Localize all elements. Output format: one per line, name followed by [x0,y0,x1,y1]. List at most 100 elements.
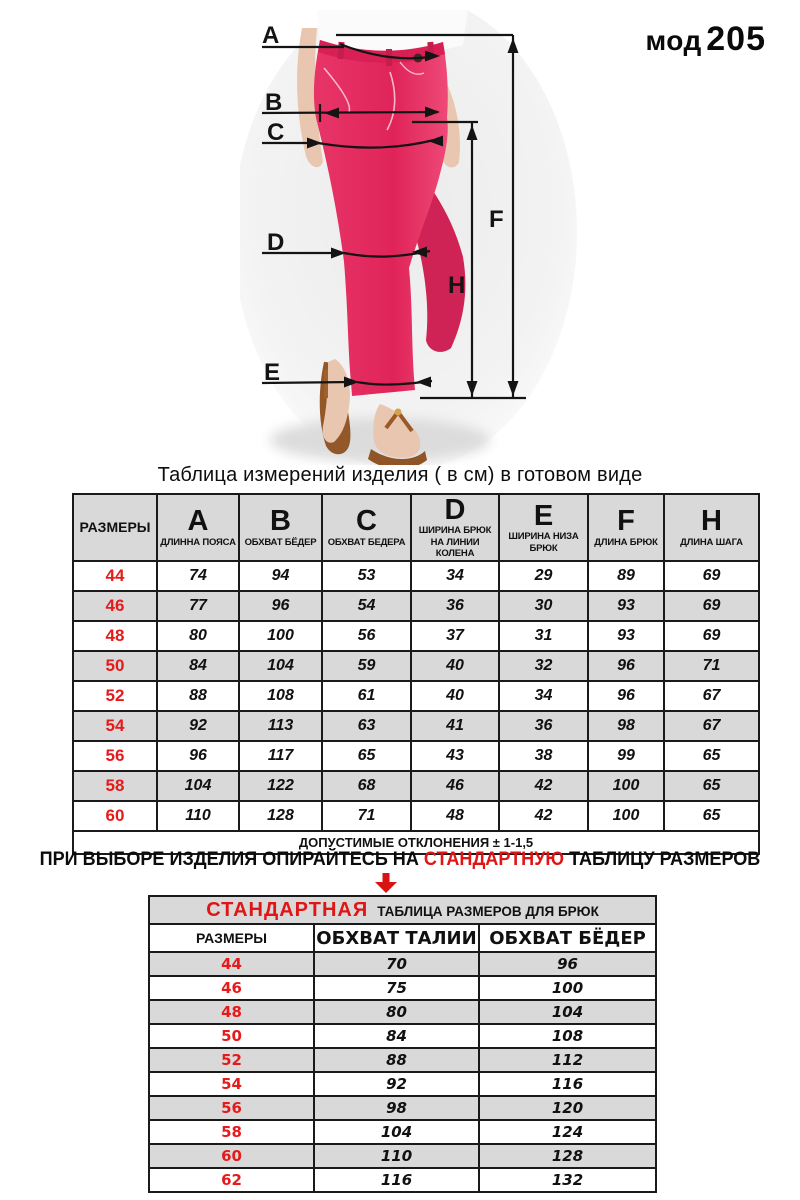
waist-cell: 110 [313,1143,480,1169]
hips-cell: 100 [477,975,658,1001]
sizes-column-header: РАЗМЕРЫ [72,493,158,562]
value-cell: 110 [156,799,240,832]
column-sublabel: ШИРИНА БРЮК НА ЛИНИИ КОЛЕНА [418,525,492,560]
size-cell: 54 [148,1071,315,1097]
model-label: мод 205 [645,20,766,59]
column-letter: A [187,505,209,538]
waist-cell: 116 [313,1167,480,1193]
size-cell: 46 [148,975,315,1001]
value-cell: 31 [498,619,589,652]
table-row: 62 116 132 [148,1167,658,1193]
standard-header-waist: ОБХВАТ ТАЛИИ [313,923,480,953]
standard-title-highlight: СТАНДАРТНАЯ [206,898,369,921]
column-letter: E [533,499,554,532]
table-row: 58 104 124 [148,1119,658,1145]
pants-measurement-diagram: A B C D E F H [240,10,577,465]
column-letter: H [701,505,722,538]
waist-cell: 98 [313,1095,480,1121]
waist-cell: 70 [313,951,480,977]
value-cell: 65 [663,799,760,832]
value-cell: 100 [238,619,323,652]
column-header-d: D ШИРИНА БРЮК НА ЛИНИИ КОЛЕНА [410,493,500,562]
size-cell: 56 [72,739,158,772]
value-cell: 63 [321,709,412,742]
waistband [318,40,445,63]
standard-header-sizes: РАЗМЕРЫ [148,923,315,953]
value-cell: 117 [238,739,323,772]
value-cell: 41 [410,709,500,742]
standard-table-body: 44 70 96 46 75 100 48 80 104 50 84 108 52 88 112 54 92 11… [148,951,658,1193]
advice-after: ТАБЛИЦУ РАЗМЕРОВ [564,849,761,870]
hips-cell: 124 [477,1119,658,1145]
size-cell: 46 [72,589,158,622]
hips-cell: 128 [477,1143,658,1169]
table-row: 50 84 104 59 40 32 96 71 [72,649,760,682]
column-header-e: E ШИРИНА НИЗА БРЮК [498,493,589,562]
advice-before: ПРИ ВЫБОРЕ ИЗДЕЛИЯ ОПИРАЙТЕСЬ НА [39,849,424,870]
measure-letter-c: C [267,119,284,146]
table-row: 60 110 128 71 48 42 100 65 [72,799,760,832]
column-header-a: A ДЛИННА ПОЯСА [156,493,240,562]
right-foot [373,404,421,458]
hips-cell: 116 [477,1071,658,1097]
value-cell: 77 [156,589,240,622]
value-cell: 69 [663,559,760,592]
table-row: 46 77 96 54 36 30 93 69 [72,589,760,622]
value-cell: 30 [498,589,589,622]
value-cell: 65 [663,769,760,802]
fly-stitch [386,71,396,131]
value-cell: 32 [498,649,589,682]
hips-cell: 132 [477,1167,658,1193]
value-cell: 56 [321,619,412,652]
column-letter: F [617,505,635,538]
front-leg-and-hips [313,40,448,396]
left-foot [322,359,350,443]
table-row: 48 80 104 [148,999,658,1025]
value-cell: 92 [156,709,240,742]
measurement-table-head-row: РАЗМЕРЫ A ДЛИННА ПОЯСА B ОБХВАТ БЁДЕР C ОБХВА… [72,493,760,562]
value-cell: 46 [410,769,500,802]
value-cell: 89 [587,559,665,592]
size-cell: 52 [148,1047,315,1073]
value-cell: 104 [238,649,323,682]
standard-title-rest: ТАБЛИЦА РАЗМЕРОВ ДЛЯ БРЮК [377,903,599,919]
measure-letter-d: D [267,229,284,256]
size-cell: 52 [72,679,158,712]
value-cell: 42 [498,799,589,832]
value-cell: 42 [498,769,589,802]
table-row: 46 75 100 [148,975,658,1001]
value-cell: 74 [156,559,240,592]
column-header-h: H ДЛИНА ШАГА [663,493,760,562]
measurement-lines [261,33,526,400]
value-cell: 48 [410,799,500,832]
hips-cell: 104 [477,999,658,1025]
table-row: 44 70 96 [148,951,658,977]
table-row: 44 74 94 53 34 29 89 69 [72,559,760,592]
waist-cell: 75 [313,975,480,1001]
column-header-c: C ОБХВАТ БЕДЕРА [321,493,412,562]
value-cell: 113 [238,709,323,742]
sandal-buckle [394,408,402,416]
waist-cell: 88 [313,1047,480,1073]
size-cell: 48 [72,619,158,652]
tolerance-note: ДОПУСТИМЫЕ ОТКЛОНЕНИЯ ± 1-1,5 [72,829,760,855]
measure-letter-f: F [489,206,504,233]
left-arm [297,28,323,168]
value-cell: 80 [156,619,240,652]
waist-cell: 104 [313,1119,480,1145]
waist-cell: 92 [313,1071,480,1097]
column-letter: B [270,505,291,538]
standard-table-head-row: РАЗМЕРЫ ОБХВАТ ТАЛИИ ОБХВАТ БЁДЕР [148,923,658,953]
model-prefix: мод [645,25,702,56]
measurement-table-title: Таблица измерений изделия ( в см) в гото… [157,464,643,486]
table-row: 58 104 122 68 46 42 100 65 [72,769,760,802]
value-cell: 84 [156,649,240,682]
advice-line: ПРИ ВЫБОРЕ ИЗДЕЛИЯ ОПИРАЙТЕСЬ НА СТАНДАР… [20,849,780,871]
measure-letter-h: H [448,272,465,299]
column-letter: D [444,494,466,526]
size-cell: 44 [148,951,315,977]
waist-cell: 84 [313,1023,480,1049]
standard-table-title: СТАНДАРТНАЯ ТАБЛИЦА РАЗМЕРОВ ДЛЯ БРЮК [147,895,658,925]
value-cell: 37 [410,619,500,652]
